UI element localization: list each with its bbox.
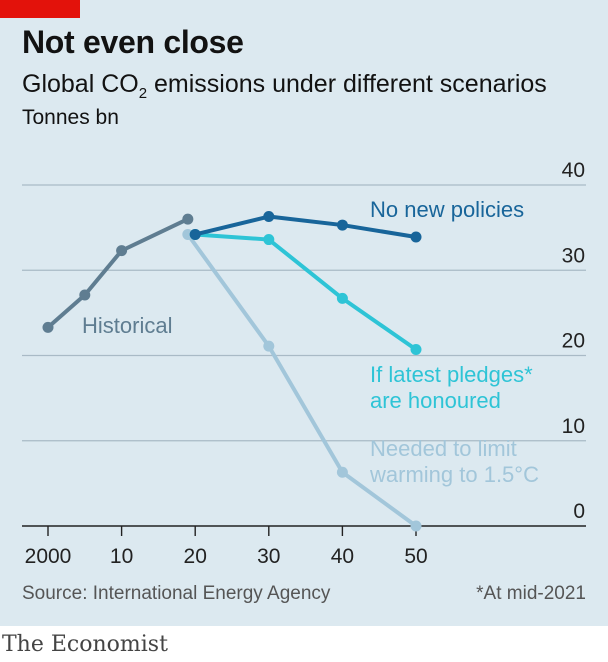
chart-subtitle: Global CO2 emissions under different sce…	[22, 70, 547, 102]
y-tick-label: 40	[562, 159, 585, 182]
publisher-logo: The Economist	[2, 632, 168, 657]
data-point	[182, 213, 194, 225]
data-point	[116, 245, 128, 257]
line-chart: 0 10 20 30 40 2000 10 20 30 40 50 Historical No new …	[22, 159, 586, 568]
data-point	[410, 520, 422, 532]
brand-tag	[0, 0, 80, 18]
y-tick-label: 10	[562, 415, 585, 438]
data-point	[263, 211, 275, 223]
x-tick-label: 20	[184, 545, 207, 568]
chart-title: Not even close	[22, 24, 244, 60]
source-note: Source: International Energy Agency	[22, 583, 331, 604]
data-point	[336, 466, 348, 478]
series-line	[185, 232, 418, 528]
data-point	[410, 231, 422, 243]
data-point	[336, 292, 348, 304]
data-point	[410, 344, 422, 356]
series-line	[193, 214, 418, 240]
series-line	[46, 217, 190, 330]
footnote: *At mid-2021	[476, 583, 586, 604]
subtitle-prefix: Global CO	[22, 70, 139, 98]
x-tick-label: 40	[331, 545, 354, 568]
data-point	[42, 321, 54, 333]
x-tick-label: 2000	[25, 545, 72, 568]
subtitle-subscript: 2	[138, 85, 148, 102]
series-line	[193, 232, 418, 352]
y-tick-label: 30	[562, 244, 585, 267]
units-label: Tonnes bn	[22, 106, 119, 129]
series-label: Historical	[82, 313, 172, 338]
x-tick-label: 50	[404, 545, 427, 568]
data-point	[263, 234, 275, 246]
chart-panel	[0, 0, 608, 626]
data-point	[79, 289, 91, 301]
y-tick-label: 20	[562, 330, 585, 353]
y-tick-label: 0	[573, 500, 585, 523]
data-point	[263, 340, 275, 352]
series-label: are honoured	[370, 388, 501, 413]
x-tick-label: 10	[110, 545, 133, 568]
subtitle-suffix: emissions under different scenarios	[147, 70, 547, 98]
series-label: warming to 1.5°C	[369, 462, 539, 487]
series-label: No new policies	[370, 197, 524, 222]
data-point	[336, 219, 348, 231]
x-tick-label: 30	[257, 545, 280, 568]
series-label: If latest pledges*	[370, 362, 533, 387]
data-point	[189, 228, 201, 240]
series-label: Needed to limit	[370, 436, 517, 461]
